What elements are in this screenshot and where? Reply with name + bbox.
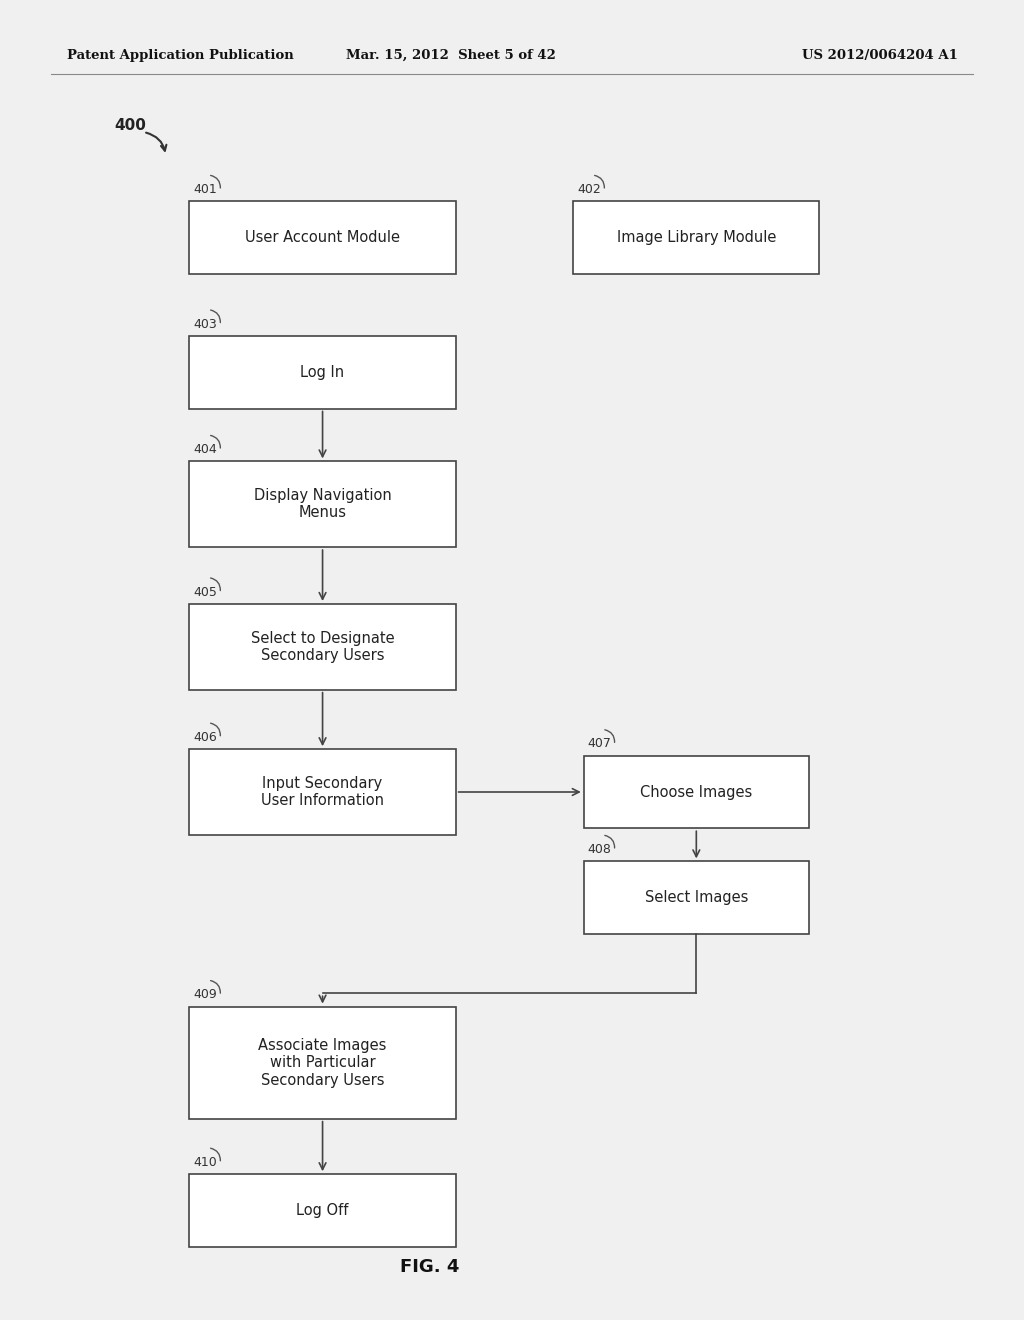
Bar xyxy=(189,605,456,689)
Text: Display Navigation
Menus: Display Navigation Menus xyxy=(254,488,391,520)
Text: Select Images: Select Images xyxy=(645,890,748,906)
Text: 405: 405 xyxy=(194,586,217,599)
Text: Image Library Module: Image Library Module xyxy=(616,230,776,246)
Text: 404: 404 xyxy=(194,444,217,455)
Bar xyxy=(584,862,809,935)
Text: FIG. 4: FIG. 4 xyxy=(400,1258,460,1276)
Text: 406: 406 xyxy=(194,731,217,743)
Bar xyxy=(189,461,456,546)
Bar xyxy=(189,1175,456,1246)
Text: Input Secondary
User Information: Input Secondary User Information xyxy=(261,776,384,808)
Text: Log In: Log In xyxy=(300,364,345,380)
Text: Mar. 15, 2012  Sheet 5 of 42: Mar. 15, 2012 Sheet 5 of 42 xyxy=(346,49,555,62)
Text: 401: 401 xyxy=(194,183,217,195)
Text: 409: 409 xyxy=(194,989,217,1001)
Bar xyxy=(189,1006,456,1119)
Text: Associate Images
with Particular
Secondary Users: Associate Images with Particular Seconda… xyxy=(258,1038,387,1088)
Text: User Account Module: User Account Module xyxy=(245,230,400,246)
Text: Select to Designate
Secondary Users: Select to Designate Secondary Users xyxy=(251,631,394,663)
Bar xyxy=(189,201,456,275)
Bar xyxy=(584,755,809,829)
Text: 400: 400 xyxy=(115,117,146,133)
Text: Choose Images: Choose Images xyxy=(640,784,753,800)
Text: US 2012/0064204 A1: US 2012/0064204 A1 xyxy=(802,49,957,62)
Text: Log Off: Log Off xyxy=(296,1203,349,1218)
Text: 403: 403 xyxy=(194,318,217,330)
Text: 410: 410 xyxy=(194,1156,217,1170)
Text: 408: 408 xyxy=(588,843,611,857)
Text: 402: 402 xyxy=(578,183,601,195)
Text: 407: 407 xyxy=(588,738,611,750)
Bar xyxy=(573,201,819,275)
Bar xyxy=(189,335,456,409)
Bar xyxy=(189,748,456,834)
Text: Patent Application Publication: Patent Application Publication xyxy=(67,49,293,62)
